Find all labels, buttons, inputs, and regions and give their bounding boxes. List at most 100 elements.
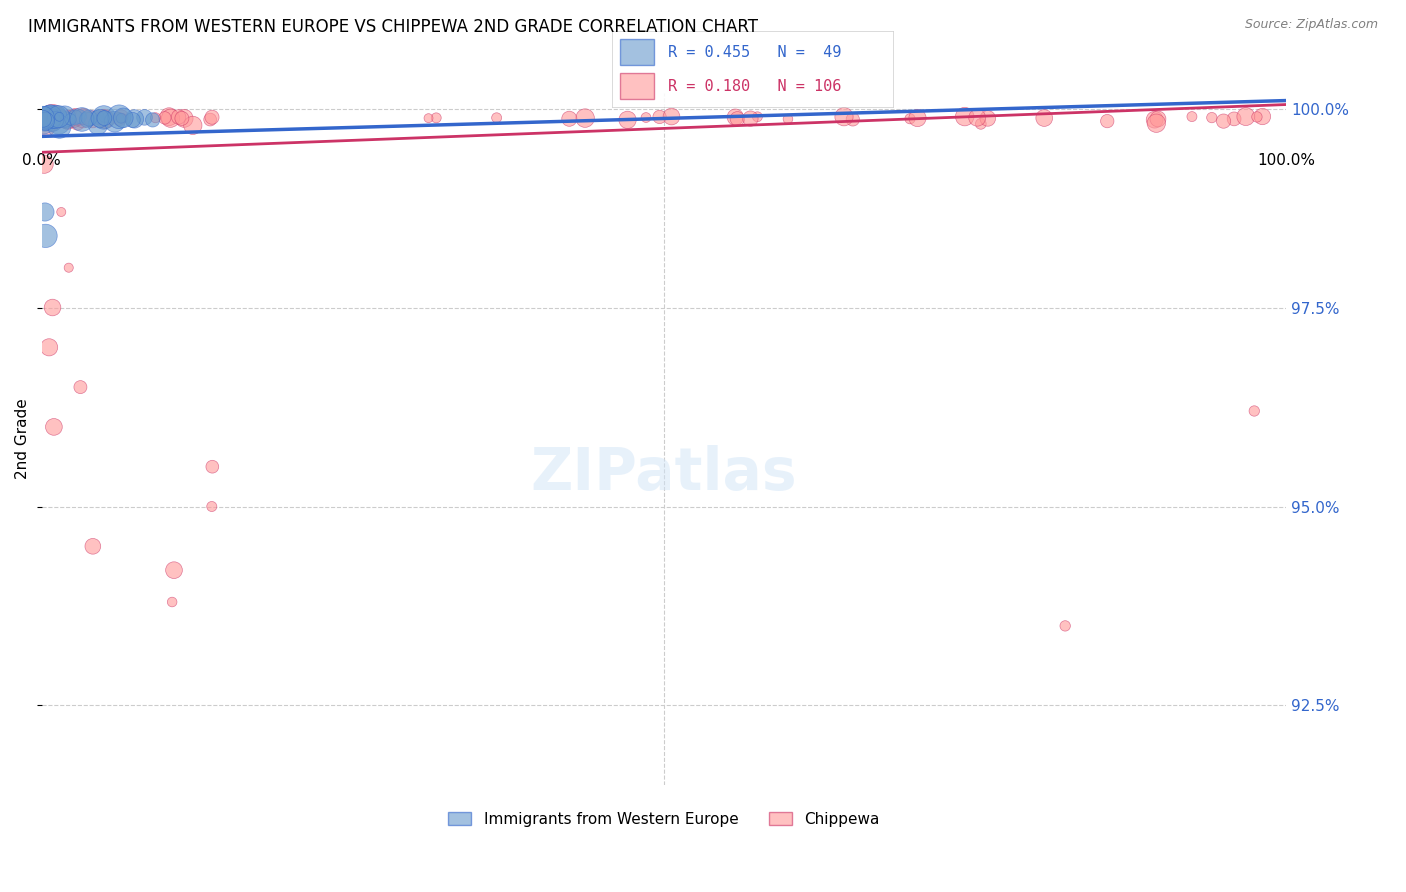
Point (89, 112, 111, 126)
Text: ZIPatlas: ZIPatlas (530, 445, 797, 502)
Point (59, 112, 82, 127)
Point (82, 112, 104, 127)
Point (91, 110, 114, 124)
Point (37, 110, 59, 124)
Point (69, 111, 91, 125)
Point (34, 113, 56, 128)
Point (93, 110, 115, 124)
Point (201, 110, 224, 124)
Point (34, 115, 56, 129)
Point (104, 114, 127, 128)
Point (970, 117, 993, 131)
Point (1033, 111, 1056, 125)
Point (173, 112, 195, 126)
Point (142, 112, 165, 127)
Point (108, 112, 131, 126)
Point (67, 110, 90, 124)
Point (485, 111, 508, 125)
Point (86, 111, 108, 125)
Point (70, 112, 93, 127)
Point (82, 539, 104, 553)
Point (425, 111, 447, 125)
Point (953, 110, 976, 124)
Point (62, 112, 84, 126)
Point (56, 113, 79, 128)
Point (1243, 404, 1265, 418)
Point (1144, 116, 1167, 130)
Point (46, 114, 69, 128)
Point (35, 112, 58, 127)
Point (907, 111, 929, 125)
Point (170, 112, 193, 126)
Point (160, 595, 183, 609)
Point (112, 111, 135, 125)
Point (39, 110, 62, 124)
Point (32, 112, 55, 126)
Point (153, 111, 176, 125)
Point (832, 110, 855, 124)
Text: 0.0%: 0.0% (22, 153, 62, 168)
Point (740, 112, 762, 126)
Point (45, 110, 67, 124)
Legend: Immigrants from Western Europe, Chippewa: Immigrants from Western Europe, Chippewa (443, 805, 886, 833)
Point (616, 112, 638, 127)
Point (32, 111, 55, 125)
Point (34, 115, 56, 129)
Point (48, 120, 70, 134)
Point (63, 110, 86, 124)
Point (1181, 110, 1204, 124)
Point (134, 111, 156, 125)
Point (37, 111, 59, 125)
Point (35, 113, 58, 128)
Point (77, 111, 100, 125)
Point (51, 205, 73, 219)
Point (38, 112, 60, 127)
Point (48, 110, 70, 124)
Point (574, 111, 596, 125)
Point (34, 110, 56, 124)
Point (52, 112, 75, 126)
Point (58, 260, 80, 275)
Text: Source: ZipAtlas.com: Source: ZipAtlas.com (1244, 18, 1378, 31)
Point (32, 110, 55, 124)
Point (94, 112, 117, 127)
Text: R = 0.180   N = 106: R = 0.180 N = 106 (668, 79, 841, 94)
Point (725, 112, 748, 126)
Point (110, 110, 132, 124)
Point (661, 110, 683, 124)
Point (724, 110, 747, 124)
Point (1201, 111, 1223, 125)
Point (1097, 114, 1119, 128)
Point (66, 116, 89, 130)
Point (418, 111, 440, 125)
Point (32, 113, 55, 128)
Point (966, 111, 988, 125)
Point (112, 112, 135, 126)
Point (35, 112, 58, 126)
Point (1147, 112, 1170, 126)
Point (558, 112, 581, 126)
Text: R = 0.455   N =  49: R = 0.455 N = 49 (668, 45, 841, 60)
Point (1234, 110, 1257, 124)
Point (48, 113, 70, 128)
Point (41, 111, 63, 125)
Point (34, 114, 56, 128)
Point (94, 112, 117, 126)
Point (34, 111, 56, 125)
Point (48, 116, 70, 130)
Point (32, 112, 55, 126)
Point (34, 113, 56, 128)
Point (181, 119, 204, 133)
Point (44, 111, 66, 125)
Point (776, 112, 799, 126)
Point (145, 111, 167, 125)
Point (93, 111, 115, 125)
Point (42, 420, 65, 434)
Point (648, 110, 671, 124)
Point (45, 112, 67, 127)
Point (39, 110, 62, 124)
Point (93, 111, 115, 125)
Point (634, 111, 657, 125)
Point (56, 110, 79, 124)
Point (32, 111, 55, 125)
